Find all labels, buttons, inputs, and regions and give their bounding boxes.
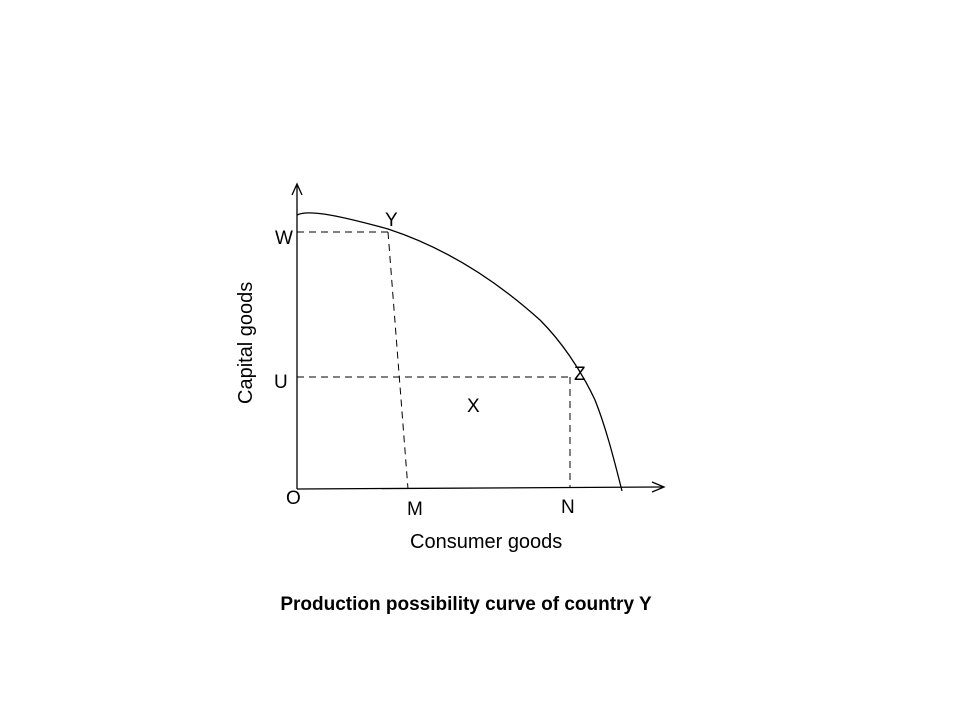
y-axis-arrowhead [291, 182, 303, 196]
x-axis-title: Consumer goods [410, 531, 562, 553]
y-axis-title: Capital goods [235, 282, 257, 404]
x-axis [296, 486, 663, 490]
production-possibility-curve [296, 212, 623, 492]
diagram-caption: Production possibility curve of country … [280, 594, 652, 615]
region-label-x: X [467, 396, 480, 417]
dashed-line-y-to-m [387, 231, 409, 490]
point-label-n: N [561, 497, 575, 518]
point-label-y: Y [385, 210, 398, 231]
point-label-m: M [407, 499, 423, 520]
x-axis-arrowhead [651, 481, 666, 493]
point-label-u: U [274, 372, 288, 393]
point-label-w: W [275, 228, 293, 249]
point-label-z: Z [574, 364, 586, 385]
origin-label: O [286, 488, 301, 509]
